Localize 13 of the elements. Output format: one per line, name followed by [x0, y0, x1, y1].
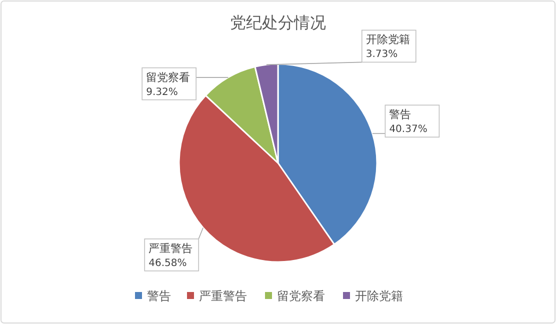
slice-label: 警告 [389, 108, 412, 122]
data-label: 9.32% [146, 86, 178, 98]
legend-label: 留党察看 [277, 289, 325, 303]
legend-label: 严重警告 [199, 289, 247, 303]
data-label: 3.73% [366, 49, 398, 60]
slice-label: 开除党籍 [366, 33, 410, 46]
chart-title: 党纪处分情况 [230, 13, 326, 32]
slice-label: 严重警告 [148, 242, 193, 255]
legend-label: 开除党籍 [355, 289, 403, 303]
data-label: 40.37% [389, 124, 428, 136]
data-label: 46.58% [148, 258, 187, 269]
legend-label: 警告 [147, 289, 171, 303]
slice-label: 留党察看 [146, 70, 190, 84]
